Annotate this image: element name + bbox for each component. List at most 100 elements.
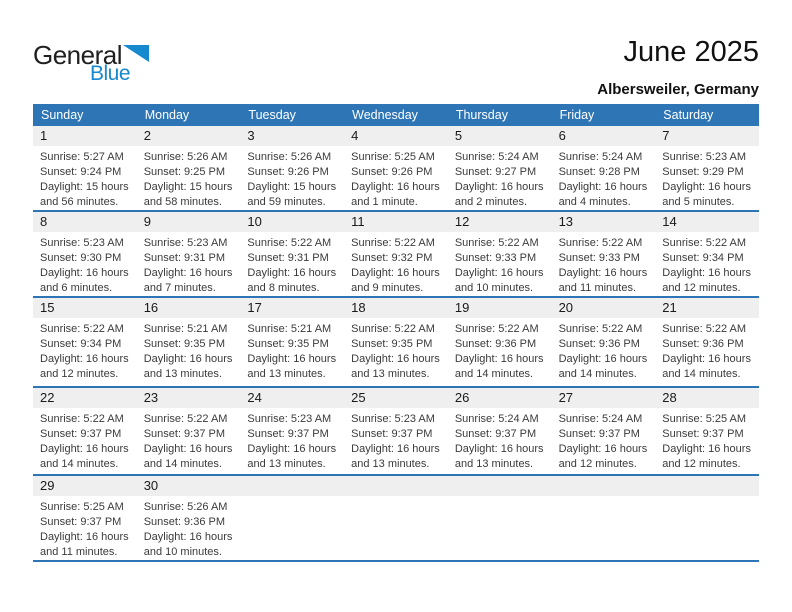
detail-line: Daylight: 16 hours	[143, 443, 233, 455]
day-cell-16: 16 Sunrise: 5:21 AM Sunset: 9:35 PM Dayligh…	[136, 298, 241, 386]
detail-line: Sunset: 9:35 PM	[247, 338, 329, 350]
day-band-empty	[655, 476, 759, 496]
day-cell-2: 2 Sunrise: 5:26 AM Sunset: 9:25 PM Daylight…	[136, 126, 241, 210]
day-details: Sunrise: 5:23 AM Sunset: 9:30 PM Daylight:…	[33, 232, 137, 296]
detail-line: and 13 minutes.	[351, 368, 430, 380]
day-details: Sunrise: 5:21 AM Sunset: 9:35 PM Daylight:…	[240, 318, 344, 382]
logo-triangle-icon	[123, 45, 149, 62]
day-number: 29	[33, 476, 137, 496]
weekday-header-tuesday: Tuesday	[248, 108, 296, 122]
day-number: 13	[551, 212, 656, 232]
day-number: 8	[33, 212, 137, 232]
detail-line: Sunset: 9:37 PM	[454, 428, 537, 440]
day-details: Sunrise: 5:22 AM Sunset: 9:37 PM Daylight:…	[137, 408, 241, 472]
detail-line: Sunset: 9:37 PM	[662, 428, 744, 440]
logo-text-blue: Blue	[90, 62, 131, 85]
day-details: Sunrise: 5:24 AM Sunset: 9:37 PM Daylight:…	[448, 408, 552, 472]
weekday-header-thursday: Thursday	[455, 108, 508, 122]
weekday-header-friday: Friday	[559, 108, 595, 122]
day-cell-14: 14 Sunrise: 5:22 AM Sunset: 9:34 PM Dayligh…	[655, 212, 759, 296]
detail-line: and 8 minutes.	[247, 282, 320, 294]
day-cell-11: 11 Sunrise: 5:22 AM Sunset: 9:32 PM Dayligh…	[344, 212, 448, 296]
detail-line: Daylight: 16 hours	[662, 353, 751, 365]
day-cell-29: 29 Sunrise: 5:25 AM Sunset: 9:37 PM Dayligh…	[33, 476, 137, 560]
detail-line: Daylight: 16 hours	[143, 267, 233, 279]
detail-line: Sunset: 9:36 PM	[558, 338, 640, 350]
day-number: 17	[240, 298, 345, 318]
detail-line: Sunset: 9:34 PM	[40, 338, 122, 350]
detail-line: and 59 minutes.	[247, 196, 326, 208]
day-cell-17: 17 Sunrise: 5:21 AM Sunset: 9:35 PM Dayligh…	[240, 298, 345, 386]
detail-line: Daylight: 15 hours	[40, 181, 129, 193]
day-details: Sunrise: 5:22 AM Sunset: 9:36 PM Daylight:…	[448, 318, 552, 382]
detail-line: and 10 minutes.	[143, 546, 222, 558]
day-cell-25: 25 Sunrise: 5:23 AM Sunset: 9:37 PM Dayligh…	[344, 388, 448, 474]
detail-line: and 12 minutes.	[662, 282, 741, 294]
detail-line: Sunrise: 5:22 AM	[143, 413, 228, 425]
detail-line: Daylight: 15 hours	[143, 181, 233, 193]
detail-line: Daylight: 16 hours	[351, 181, 440, 193]
detail-line: Sunset: 9:32 PM	[351, 252, 433, 264]
detail-line: Sunset: 9:33 PM	[454, 252, 537, 264]
detail-line: Sunset: 9:37 PM	[40, 516, 122, 528]
day-number: 26	[447, 388, 552, 408]
detail-line: Sunset: 9:36 PM	[454, 338, 537, 350]
day-number: 3	[240, 126, 345, 146]
day-cell-6: 6 Sunrise: 5:24 AM Sunset: 9:28 PM Daylight…	[551, 126, 656, 210]
detail-line: Daylight: 16 hours	[143, 531, 233, 543]
detail-line: Sunset: 9:33 PM	[558, 252, 640, 264]
day-number: 2	[136, 126, 241, 146]
detail-line: Sunset: 9:24 PM	[40, 166, 122, 178]
day-number: 24	[240, 388, 345, 408]
day-details: Sunrise: 5:22 AM Sunset: 9:32 PM Daylight:…	[344, 232, 448, 296]
day-cell-20: 20 Sunrise: 5:22 AM Sunset: 9:36 PM Dayligh…	[551, 298, 656, 386]
detail-line: and 13 minutes.	[143, 368, 222, 380]
calendar-table: Sunday Monday Tuesday Wednesday Thursday Frid…	[33, 104, 759, 562]
day-details: Sunrise: 5:24 AM Sunset: 9:28 PM Daylight:…	[552, 146, 656, 210]
day-cell-empty	[551, 476, 656, 560]
day-cell-28: 28 Sunrise: 5:25 AM Sunset: 9:37 PM Dayligh…	[655, 388, 759, 474]
day-number: 16	[136, 298, 241, 318]
day-cell-13: 13 Sunrise: 5:22 AM Sunset: 9:33 PM Dayligh…	[551, 212, 656, 296]
detail-line: Sunset: 9:29 PM	[662, 166, 744, 178]
detail-line: and 12 minutes.	[662, 458, 741, 470]
day-band-empty	[344, 476, 448, 496]
detail-line: Sunset: 9:37 PM	[40, 428, 122, 440]
day-number: 6	[551, 126, 656, 146]
day-cell-19: 19 Sunrise: 5:22 AM Sunset: 9:36 PM Dayligh…	[447, 298, 552, 386]
day-band-empty	[551, 476, 656, 496]
day-number: 25	[344, 388, 448, 408]
day-cell-3: 3 Sunrise: 5:26 AM Sunset: 9:26 PM Daylight…	[240, 126, 345, 210]
day-number: 15	[33, 298, 137, 318]
detail-line: and 58 minutes.	[143, 196, 222, 208]
day-number: 10	[240, 212, 345, 232]
day-details: Sunrise: 5:23 AM Sunset: 9:29 PM Daylight:…	[655, 146, 759, 210]
day-number: 28	[655, 388, 759, 408]
detail-line: Sunrise: 5:25 AM	[351, 151, 435, 163]
detail-line: and 4 minutes.	[558, 196, 631, 208]
detail-line: Daylight: 16 hours	[40, 353, 129, 365]
detail-line: Sunrise: 5:22 AM	[40, 413, 124, 425]
detail-line: and 13 minutes.	[247, 368, 326, 380]
day-cell-30: 30 Sunrise: 5:26 AM Sunset: 9:36 PM Dayligh…	[136, 476, 241, 560]
detail-line: Sunset: 9:25 PM	[143, 166, 226, 178]
day-details: Sunrise: 5:26 AM Sunset: 9:25 PM Daylight:…	[137, 146, 241, 210]
title-block: June 2025 Albersweiler, Germany	[597, 36, 759, 98]
day-details: Sunrise: 5:22 AM Sunset: 9:31 PM Daylight:…	[240, 232, 344, 296]
detail-line: and 7 minutes.	[143, 282, 216, 294]
detail-line: Sunrise: 5:22 AM	[351, 323, 435, 335]
day-details: Sunrise: 5:22 AM Sunset: 9:33 PM Daylight:…	[552, 232, 656, 296]
detail-line: Sunrise: 5:23 AM	[247, 413, 332, 425]
detail-line: Daylight: 16 hours	[351, 353, 440, 365]
weekday-header-saturday: Saturday	[663, 108, 714, 122]
detail-line: Daylight: 16 hours	[40, 443, 129, 455]
day-number: 9	[136, 212, 241, 232]
detail-line: Sunset: 9:37 PM	[247, 428, 329, 440]
detail-line: and 2 minutes.	[454, 196, 527, 208]
detail-line: Sunset: 9:37 PM	[558, 428, 640, 440]
day-number: 18	[344, 298, 448, 318]
detail-line: Daylight: 15 hours	[247, 181, 337, 193]
day-cell-8: 8 Sunrise: 5:23 AM Sunset: 9:30 PM Daylight…	[33, 212, 137, 296]
day-number: 14	[655, 212, 759, 232]
